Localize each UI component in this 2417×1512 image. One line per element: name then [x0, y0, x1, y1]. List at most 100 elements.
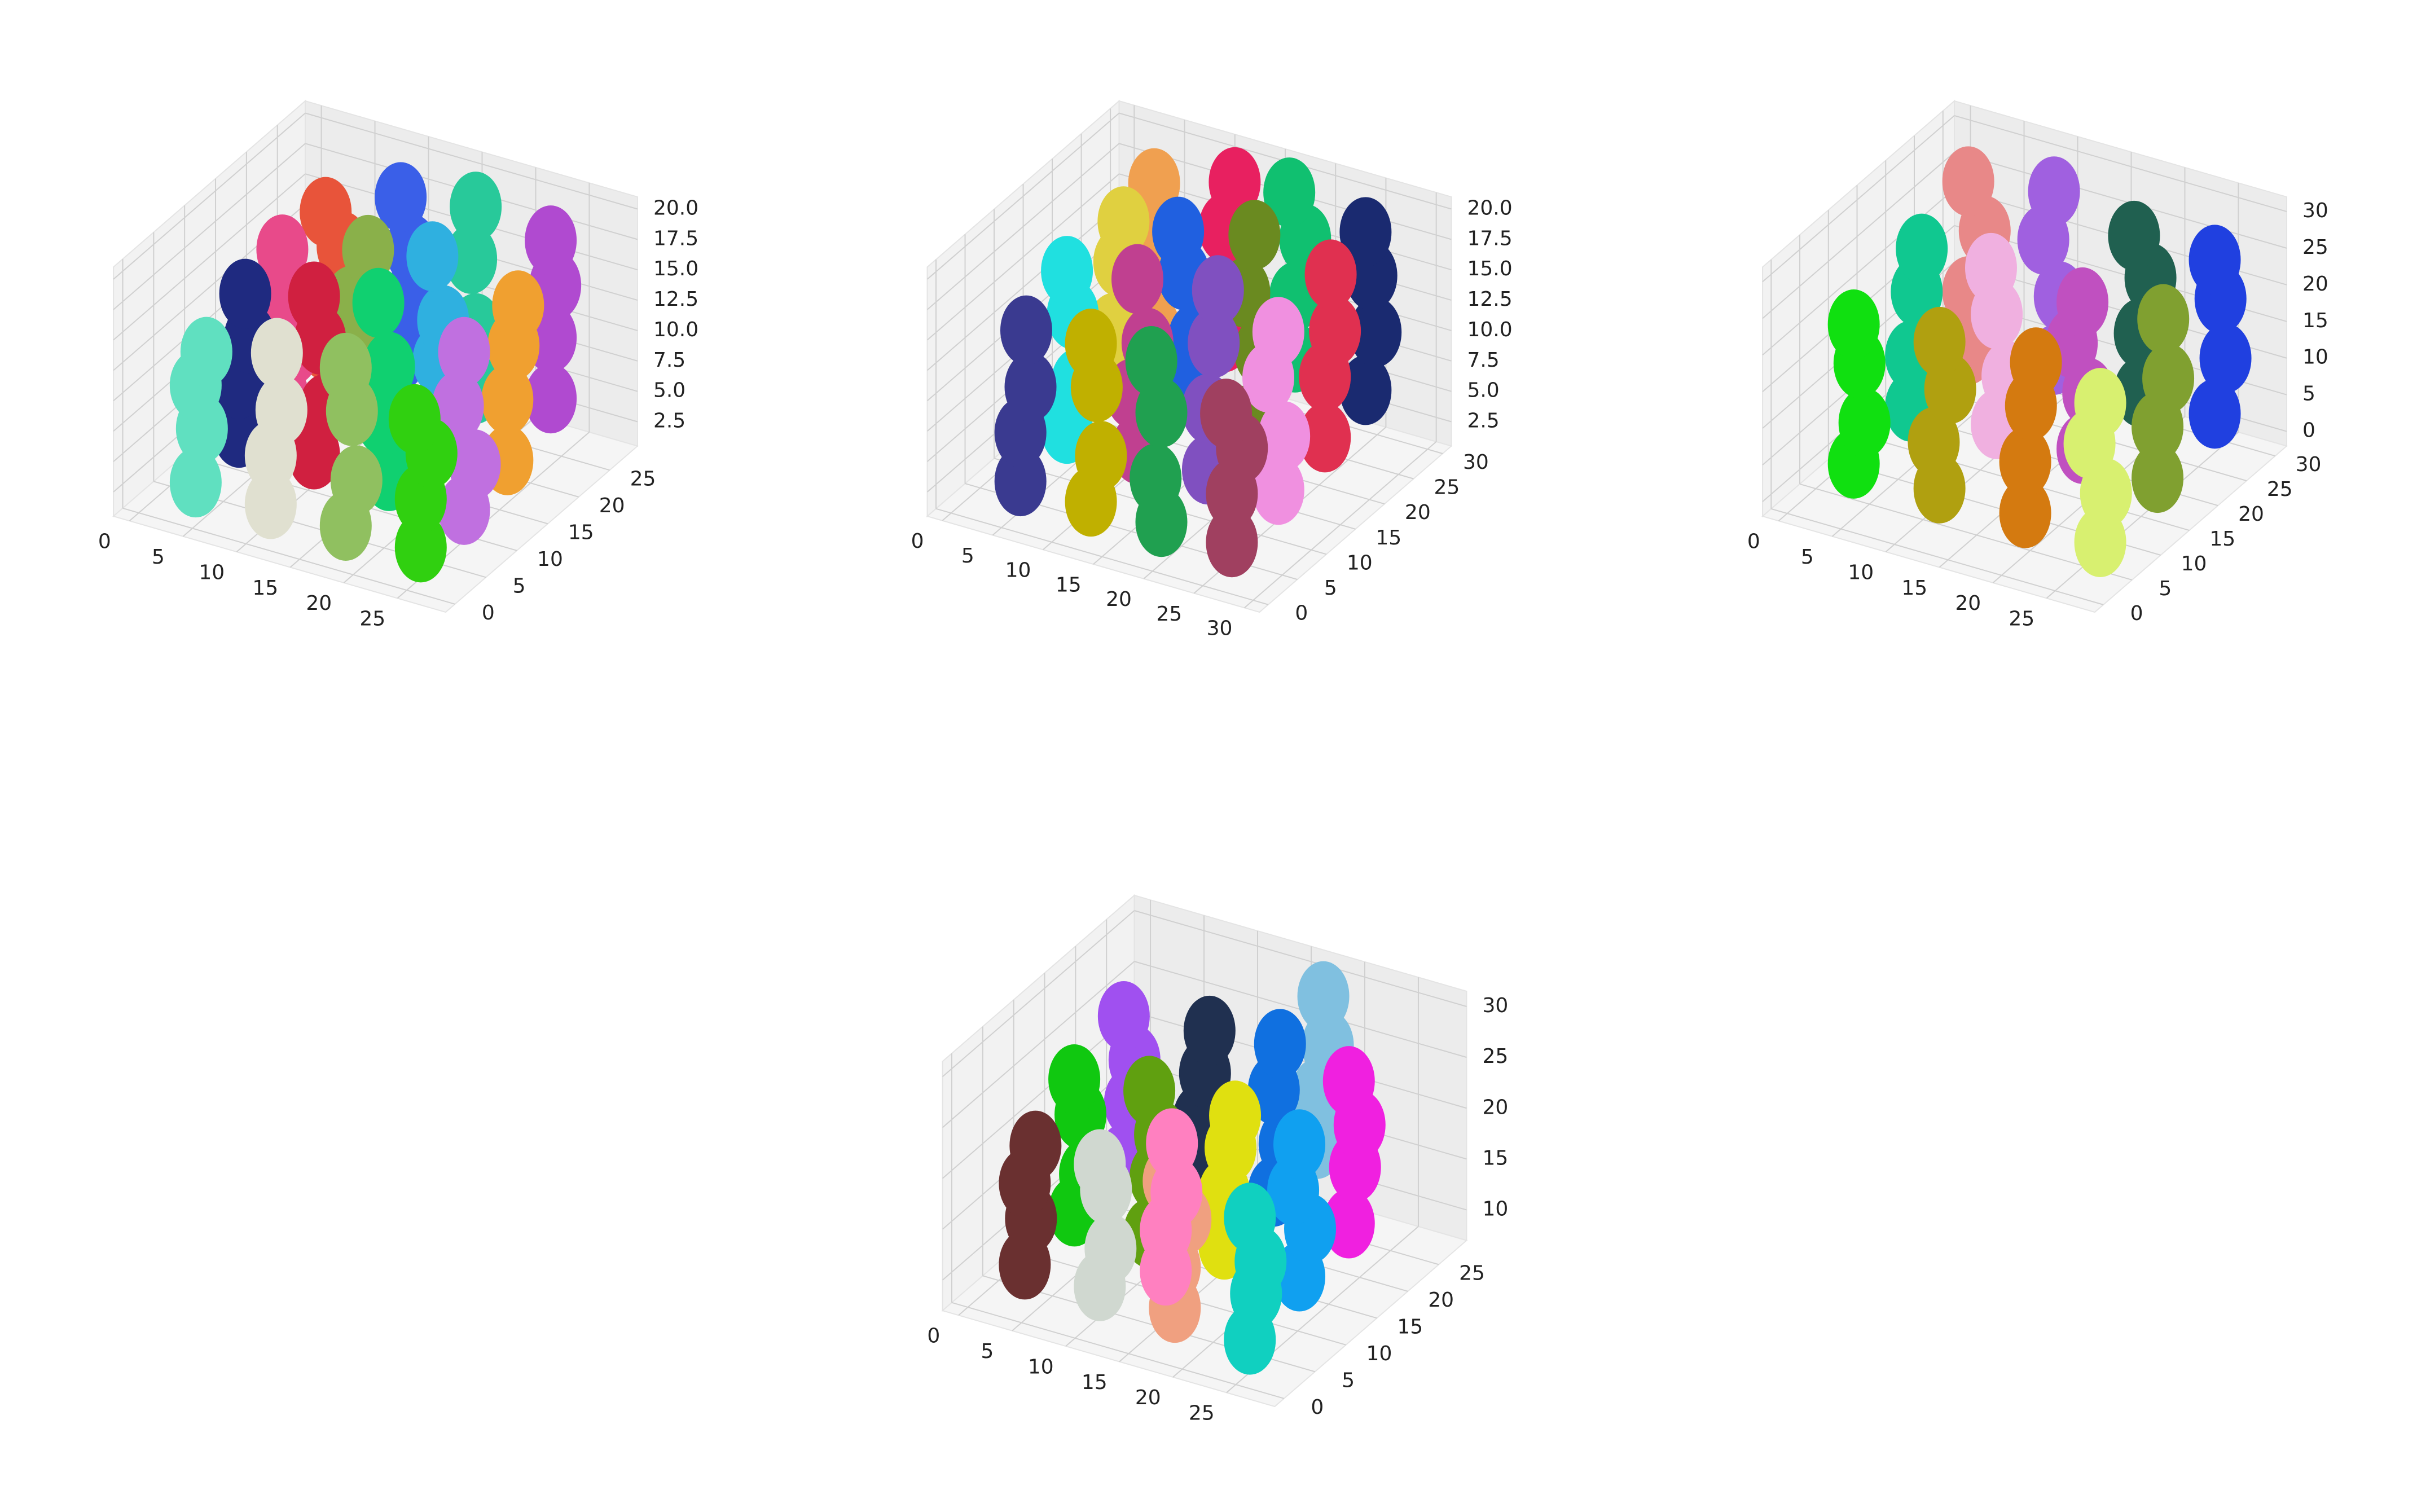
point-cluster	[288, 261, 340, 332]
y-tick-label: 20	[1428, 1289, 1454, 1312]
point-cluster	[1942, 146, 1994, 217]
z-tick-label: 2.5	[1467, 410, 1499, 433]
point-cluster	[1206, 507, 1258, 578]
z-tick-label: 0	[2302, 419, 2315, 442]
point-cluster	[352, 267, 405, 338]
y-tick-label: 0	[1311, 1396, 1324, 1419]
point-cluster	[1075, 421, 1127, 491]
point-cluster	[1009, 1110, 1062, 1181]
point-cluster	[1228, 200, 1281, 270]
x-tick-label: 25	[1189, 1402, 1215, 1425]
grid-line	[1134, 910, 1467, 1007]
z-tick-label: 15.0	[653, 257, 698, 280]
y-tick-label: 25	[630, 467, 656, 490]
grid-line	[113, 112, 306, 280]
grid-line	[1954, 115, 2287, 212]
point-cluster	[1913, 306, 1966, 377]
z-tick-label: 5	[2302, 383, 2315, 406]
point-cluster	[1224, 1183, 1276, 1253]
z-tick-label: 2.5	[653, 410, 685, 433]
y-tick-label: 15	[1376, 526, 1401, 550]
point-cluster	[219, 258, 271, 329]
grid-line	[942, 910, 1135, 1078]
point-cluster	[1146, 1108, 1198, 1179]
z-tick-label: 7.5	[1467, 349, 1499, 372]
point-cluster	[2010, 327, 2062, 398]
point-cluster	[1074, 1129, 1126, 1199]
grid-line	[1799, 483, 2133, 581]
grid-line	[1954, 151, 2287, 249]
y-tick-label: 25	[1434, 476, 1460, 499]
z-tick-label: 15	[2302, 309, 2328, 332]
point-cluster	[1065, 309, 1117, 379]
y-tick-label: 0	[1295, 602, 1308, 625]
point-cluster	[1192, 255, 1244, 326]
point-cluster	[438, 317, 490, 387]
point-cluster	[1965, 232, 2017, 303]
point-cluster	[1183, 995, 1236, 1066]
x-tick-label: 20	[306, 592, 332, 615]
x-tick-label: 10	[1848, 561, 1874, 584]
point-cluster	[1827, 289, 1880, 360]
z-tick-label: 20	[1482, 1096, 1508, 1119]
z-tick-label: 30	[2302, 199, 2328, 222]
point-cluster	[1084, 1214, 1137, 1284]
point-cluster	[1322, 1188, 1375, 1259]
x-tick-label: 15	[1901, 577, 1927, 600]
point-cluster	[1097, 186, 1150, 257]
grid-line	[935, 508, 1269, 605]
x-tick-label: 20	[1135, 1386, 1161, 1409]
point-cluster	[342, 214, 394, 285]
grid-line	[942, 1012, 1135, 1179]
x-tick-label: 5	[152, 546, 165, 569]
x-tick-label: 5	[961, 544, 974, 568]
point-cluster	[1254, 1009, 1306, 1079]
grid-line	[926, 173, 1120, 341]
point-cluster	[2142, 343, 2195, 414]
grid-line	[926, 143, 1120, 310]
point-cluster	[1125, 326, 1177, 396]
z-tick-label: 10	[1482, 1198, 1508, 1221]
y-tick-label: 10	[2181, 552, 2207, 575]
x-tick-label: 20	[1955, 592, 1981, 615]
point-cluster	[2137, 284, 2190, 354]
y-tick-label: 5	[513, 574, 526, 597]
z-tick-label: 17.5	[653, 227, 698, 250]
y-tick-label: 10	[1347, 551, 1373, 574]
z-tick-label: 20.0	[653, 196, 698, 219]
point-cluster	[1896, 213, 1948, 284]
y-tick-label: 20	[2238, 503, 2264, 526]
point-cluster	[1999, 478, 2051, 548]
z-tick-label: 20.0	[1467, 196, 1512, 219]
x-tick-label: 20	[1106, 588, 1132, 611]
point-cluster	[169, 447, 222, 518]
point-cluster	[2074, 368, 2126, 438]
point-cluster	[994, 446, 1047, 517]
point-cluster	[319, 332, 372, 403]
x-tick-label: 25	[359, 608, 385, 631]
point-cluster	[180, 317, 232, 387]
point-cluster	[1258, 401, 1311, 472]
point-cluster	[1263, 157, 1316, 228]
point-cluster	[1322, 1046, 1375, 1117]
point-cluster	[2028, 156, 2080, 227]
point-cluster	[1297, 961, 1350, 1031]
x-tick-label: 15	[1082, 1371, 1108, 1394]
y-tick-label: 30	[1463, 451, 1489, 474]
z-tick-label: 10.0	[1467, 318, 1512, 341]
z-tick-label: 12.5	[1467, 288, 1512, 311]
point-cluster	[300, 177, 352, 247]
y-tick-label: 20	[599, 494, 625, 517]
y-tick-label: 25	[2267, 478, 2293, 501]
y-tick-label: 0	[2130, 602, 2143, 625]
point-cluster	[1097, 981, 1150, 1052]
grid-line	[926, 204, 1120, 371]
point-cluster	[525, 205, 577, 276]
z-tick-label: 10	[2302, 346, 2328, 369]
point-cluster	[406, 221, 459, 292]
y-tick-label: 30	[2296, 453, 2322, 476]
y-tick-label: 15	[1397, 1315, 1423, 1338]
z-tick-label: 15	[1482, 1146, 1508, 1170]
